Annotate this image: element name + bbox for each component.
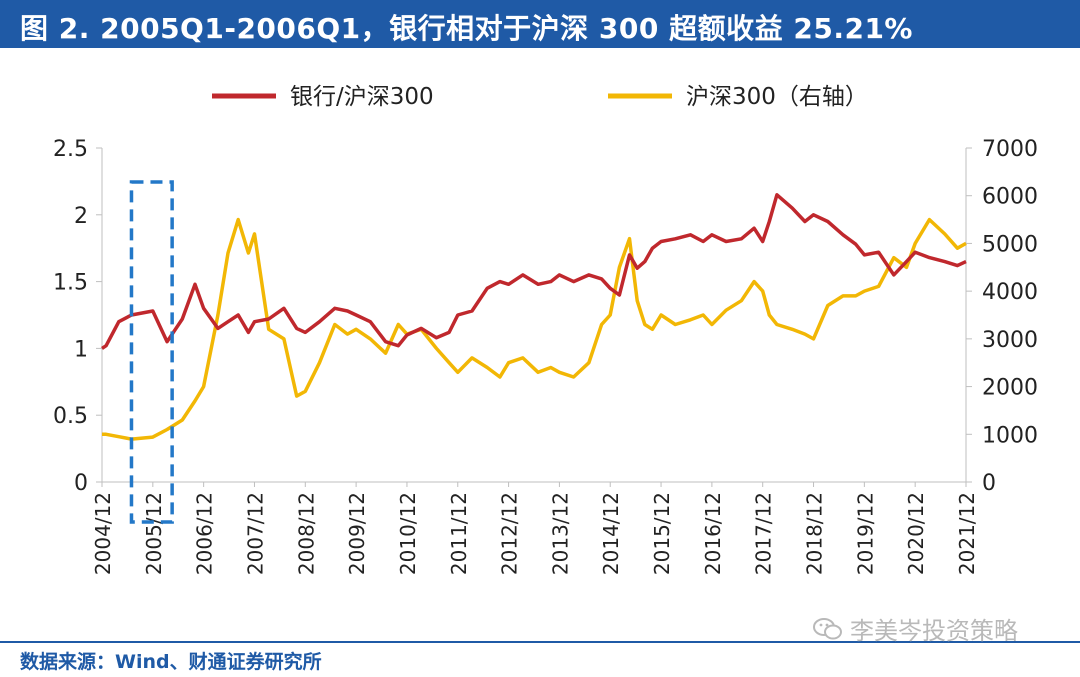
right-tick-label: 5000 [982,232,1038,257]
title-bar: 图 2. 2005Q1-2006Q1，银行相对于沪深 300 超额收益 25.2… [0,0,1080,48]
footer-divider [0,641,1080,643]
x-tick-label: 2008/12 [294,492,318,575]
x-tick-label: 2019/12 [853,492,877,575]
left-tick-label: 0.5 [53,404,88,429]
legend-label: 沪深300（右轴） [686,84,868,110]
x-tick-label: 2004/12 [91,492,115,575]
right-tick-label: 3000 [982,328,1038,353]
left-tick-label: 1.5 [53,271,88,296]
right-tick-label: 4000 [982,280,1038,305]
x-tick-label: 2018/12 [803,492,827,575]
highlight-box [129,180,174,524]
watermark: 李美岑投资策略 [812,611,1018,646]
x-tick-label: 2012/12 [498,492,522,575]
left-tick-label: 2 [74,204,88,229]
watermark-text: 李美岑投资策略 [850,617,1018,645]
figure-title: 图 2. 2005Q1-2006Q1，银行相对于沪深 300 超额收益 25.2… [20,12,913,45]
x-tick-label: 2013/12 [548,492,572,575]
x-tick-label: 2014/12 [599,492,623,575]
right-tick-label: 1000 [982,423,1038,448]
right-tick-label: 2000 [982,376,1038,401]
x-tick-label: 2020/12 [904,492,928,575]
x-tick-label: 2015/12 [650,492,674,575]
line-chart: 银行/沪深300 沪深300（右轴） 0 0.5 1 1.5 2 2.5 0 1000 2000 3… [53,84,1038,575]
x-tick-label: 2011/12 [447,492,471,575]
x-tick-label: 2006/12 [193,492,217,575]
right-tick-label: 6000 [982,185,1038,210]
axes: 0 0.5 1 1.5 2 2.5 0 1000 2000 3000 4000 5000 6000 700… [53,137,1038,575]
right-tick-label: 7000 [982,137,1038,162]
x-tick-label: 2009/12 [345,492,369,575]
series-line [102,217,967,441]
source-note: 数据来源：Wind、财通证券研究所 [20,651,322,673]
right-tick-label: 0 [982,471,996,496]
highlight-group [129,180,174,524]
legend-label: 银行/沪深300 [290,84,434,110]
x-tick-label: 2016/12 [701,492,725,575]
left-tick-label: 1 [74,337,88,362]
series-line [101,193,967,350]
x-tick-label: 2017/12 [752,492,776,575]
x-tick-label: 2007/12 [243,492,267,575]
x-tick-label: 2010/12 [396,492,420,575]
legend: 银行/沪深300 沪深300（右轴） [212,84,868,110]
series-group [101,193,967,441]
left-tick-label: 2.5 [53,137,88,162]
x-tick-label: 2005/12 [142,492,166,575]
x-tick-label: 2021/12 [955,492,979,575]
left-tick-label: 0 [74,471,88,496]
wechat-icon [813,617,842,639]
